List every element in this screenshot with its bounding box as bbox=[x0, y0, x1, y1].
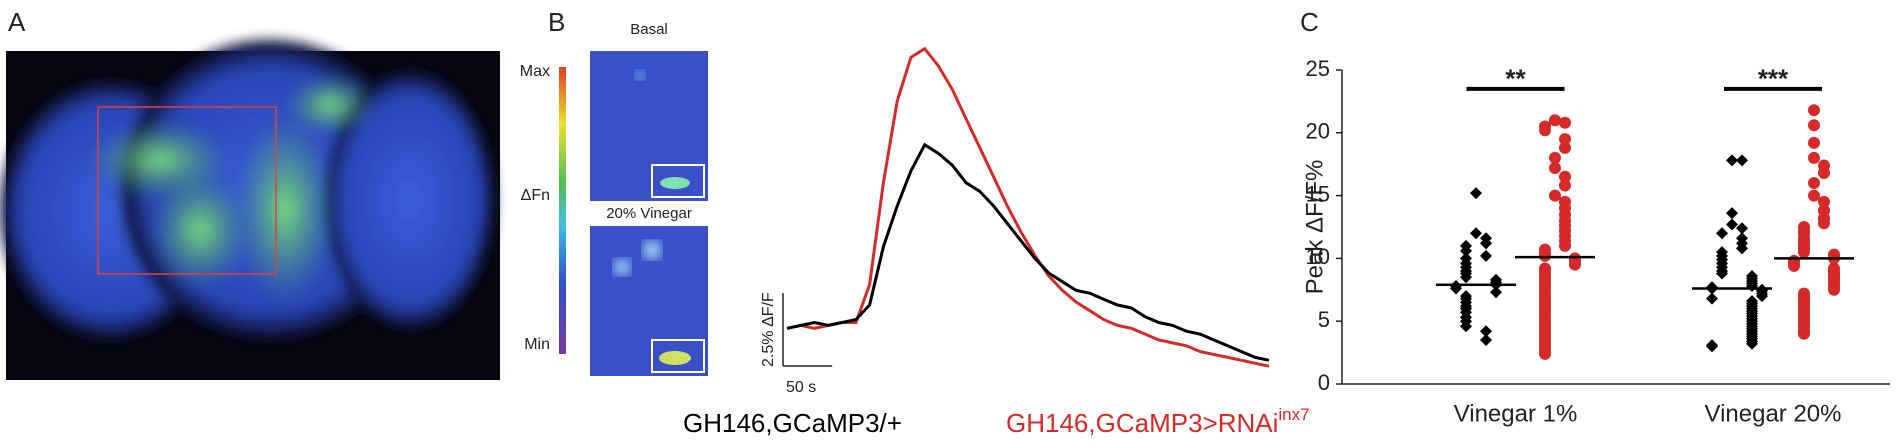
data-point bbox=[1460, 320, 1472, 333]
data-point bbox=[1736, 242, 1748, 255]
significance-label: *** bbox=[1758, 64, 1789, 94]
y-axis-label: Peak ΔF/F% bbox=[1301, 160, 1328, 295]
x-tick-label: Vinegar 20% bbox=[1705, 400, 1842, 427]
y-tick-label: 25 bbox=[1306, 56, 1330, 81]
data-point bbox=[1549, 161, 1561, 174]
data-point bbox=[1798, 327, 1810, 340]
data-point bbox=[1460, 271, 1472, 284]
data-point bbox=[1818, 195, 1830, 208]
data-point bbox=[1470, 187, 1482, 200]
data-point bbox=[1756, 290, 1768, 303]
data-point bbox=[1788, 259, 1800, 272]
data-point bbox=[1808, 119, 1820, 132]
panel-label: A bbox=[8, 7, 26, 37]
data-point bbox=[1808, 136, 1820, 149]
legend-name: GH146,GCaMP3>RNAi bbox=[1006, 408, 1278, 438]
colorbar-label: Max bbox=[520, 63, 550, 80]
data-point bbox=[1460, 244, 1472, 257]
panel-label: B bbox=[548, 7, 565, 37]
data-point bbox=[1490, 286, 1502, 299]
data-point bbox=[1559, 116, 1571, 129]
legend-entry: GH146,GCaMP3/+ bbox=[683, 408, 902, 438]
panel-label: C bbox=[1300, 7, 1319, 37]
data-point bbox=[1559, 141, 1571, 154]
data-point bbox=[1480, 249, 1492, 262]
calcium-image bbox=[590, 51, 708, 376]
data-point bbox=[1808, 189, 1820, 202]
data-point bbox=[1828, 283, 1840, 296]
data-point bbox=[1726, 218, 1738, 231]
legend-entry: GH146,GCaMP3>RNAiinx7 bbox=[1006, 405, 1310, 437]
data-point bbox=[1818, 217, 1830, 230]
y-tick-label: 20 bbox=[1306, 119, 1330, 144]
data-point bbox=[1470, 227, 1482, 240]
data-point bbox=[1539, 124, 1551, 137]
data-point bbox=[1480, 237, 1492, 250]
data-point bbox=[1726, 154, 1738, 167]
y-tick-label: 15 bbox=[1306, 181, 1330, 206]
data-point bbox=[1726, 207, 1738, 220]
data-point bbox=[1559, 239, 1571, 252]
data-point bbox=[1559, 133, 1571, 146]
data-point bbox=[1716, 227, 1728, 240]
colorbar-label: Min bbox=[524, 336, 550, 353]
colorbar-label: ΔFn bbox=[521, 187, 550, 204]
data-point bbox=[1808, 177, 1820, 190]
y-tick-label: 5 bbox=[1318, 307, 1330, 332]
data-point bbox=[1736, 154, 1748, 167]
data-point bbox=[1746, 337, 1758, 350]
data-point bbox=[1736, 222, 1748, 235]
data-point bbox=[1808, 151, 1820, 164]
trace bbox=[786, 142, 1270, 362]
brain-image bbox=[0, 40, 500, 380]
data-point bbox=[1808, 104, 1820, 117]
data-point bbox=[1539, 347, 1551, 360]
labels: A B C Max ΔFn Min Basal 20% Vinegar bbox=[8, 7, 1319, 353]
scale-bar-label: 2.5% ΔF/F bbox=[760, 292, 777, 367]
data-point bbox=[1818, 166, 1830, 179]
data-point bbox=[1549, 189, 1561, 202]
data-point bbox=[1716, 267, 1728, 280]
y-tick-label: 0 bbox=[1318, 370, 1330, 395]
data-point bbox=[1480, 325, 1492, 338]
image-title: Basal bbox=[630, 21, 668, 38]
data-point bbox=[1549, 114, 1561, 127]
significance-label: ** bbox=[1505, 64, 1526, 94]
legend-superscript: inx7 bbox=[1278, 405, 1309, 424]
x-tick-label: Vinegar 1% bbox=[1454, 400, 1578, 427]
data-point bbox=[1539, 249, 1551, 262]
data-point bbox=[1706, 292, 1718, 305]
data-point bbox=[1480, 334, 1492, 347]
data-point bbox=[1559, 179, 1571, 192]
colorbar bbox=[559, 67, 566, 354]
data-point bbox=[1559, 170, 1571, 183]
image-title: 20% Vinegar bbox=[606, 205, 692, 222]
data-point bbox=[1549, 151, 1561, 164]
trace bbox=[786, 46, 1270, 368]
data-point bbox=[1706, 340, 1718, 353]
scale-bar-label: 50 s bbox=[786, 379, 816, 396]
data-point bbox=[1798, 246, 1810, 259]
y-tick-label: 10 bbox=[1306, 244, 1330, 269]
data-point bbox=[1569, 258, 1581, 271]
